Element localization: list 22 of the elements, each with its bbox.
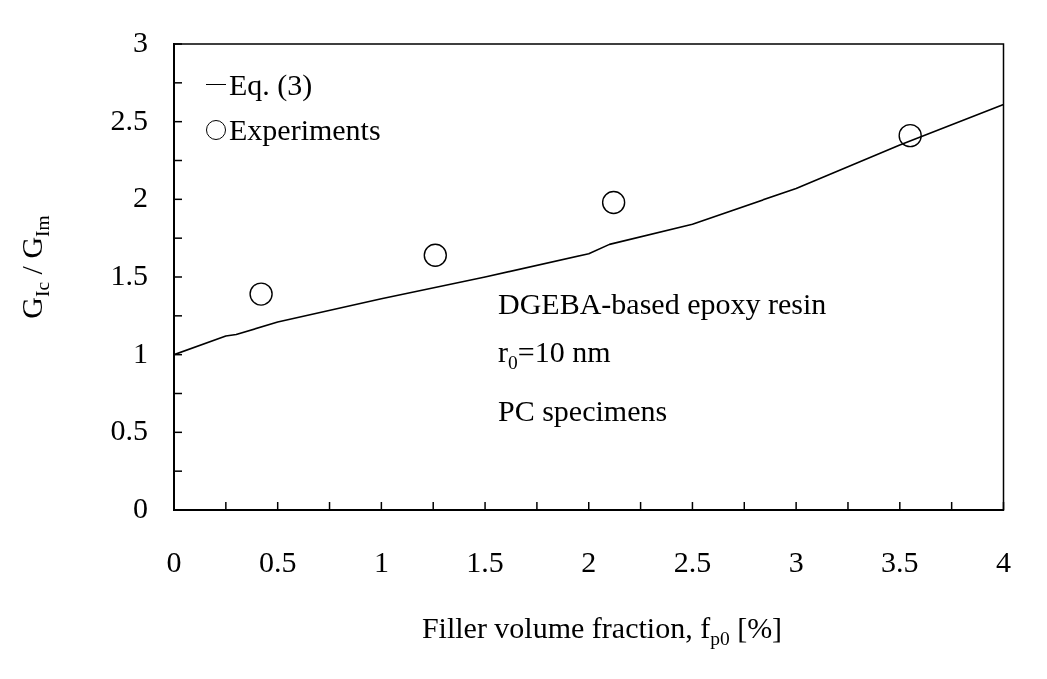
x-tick-label: 2.5 <box>673 544 712 578</box>
x-tick-label: 1.5 <box>466 544 504 578</box>
y-tick-label: 0 <box>133 490 148 524</box>
x-tick-label: 3 <box>788 544 804 578</box>
legend-label: Experiments <box>229 111 381 148</box>
y-tick-label: 0.5 <box>110 413 148 447</box>
annotation: DGEBA-based epoxy resin <box>498 286 827 322</box>
y-tick-label: 3 <box>133 24 148 58</box>
y-tick-label: 1 <box>133 335 148 369</box>
x-tick-label: 1 <box>373 544 389 578</box>
annotation: PC specimens <box>498 393 669 429</box>
annotation: r$_{0}$=10 nm <box>498 334 612 375</box>
y-tick-label: 2.5 <box>110 102 148 136</box>
x-axis-title: Filler volume fraction, f$_{p0}$ [%] <box>421 609 783 651</box>
x-tick-label: 0.5 <box>258 544 297 578</box>
y-tick-label: 2 <box>133 180 148 214</box>
x-tick-label: 2 <box>581 544 597 578</box>
x-tick-label: 4 <box>996 544 1011 578</box>
x-tick-label: 0 <box>166 544 182 578</box>
x-tick-label: 3.5 <box>881 544 919 578</box>
y-tick-label: 1.5 <box>110 257 148 291</box>
legend-label: Eq. (3) <box>229 66 313 103</box>
